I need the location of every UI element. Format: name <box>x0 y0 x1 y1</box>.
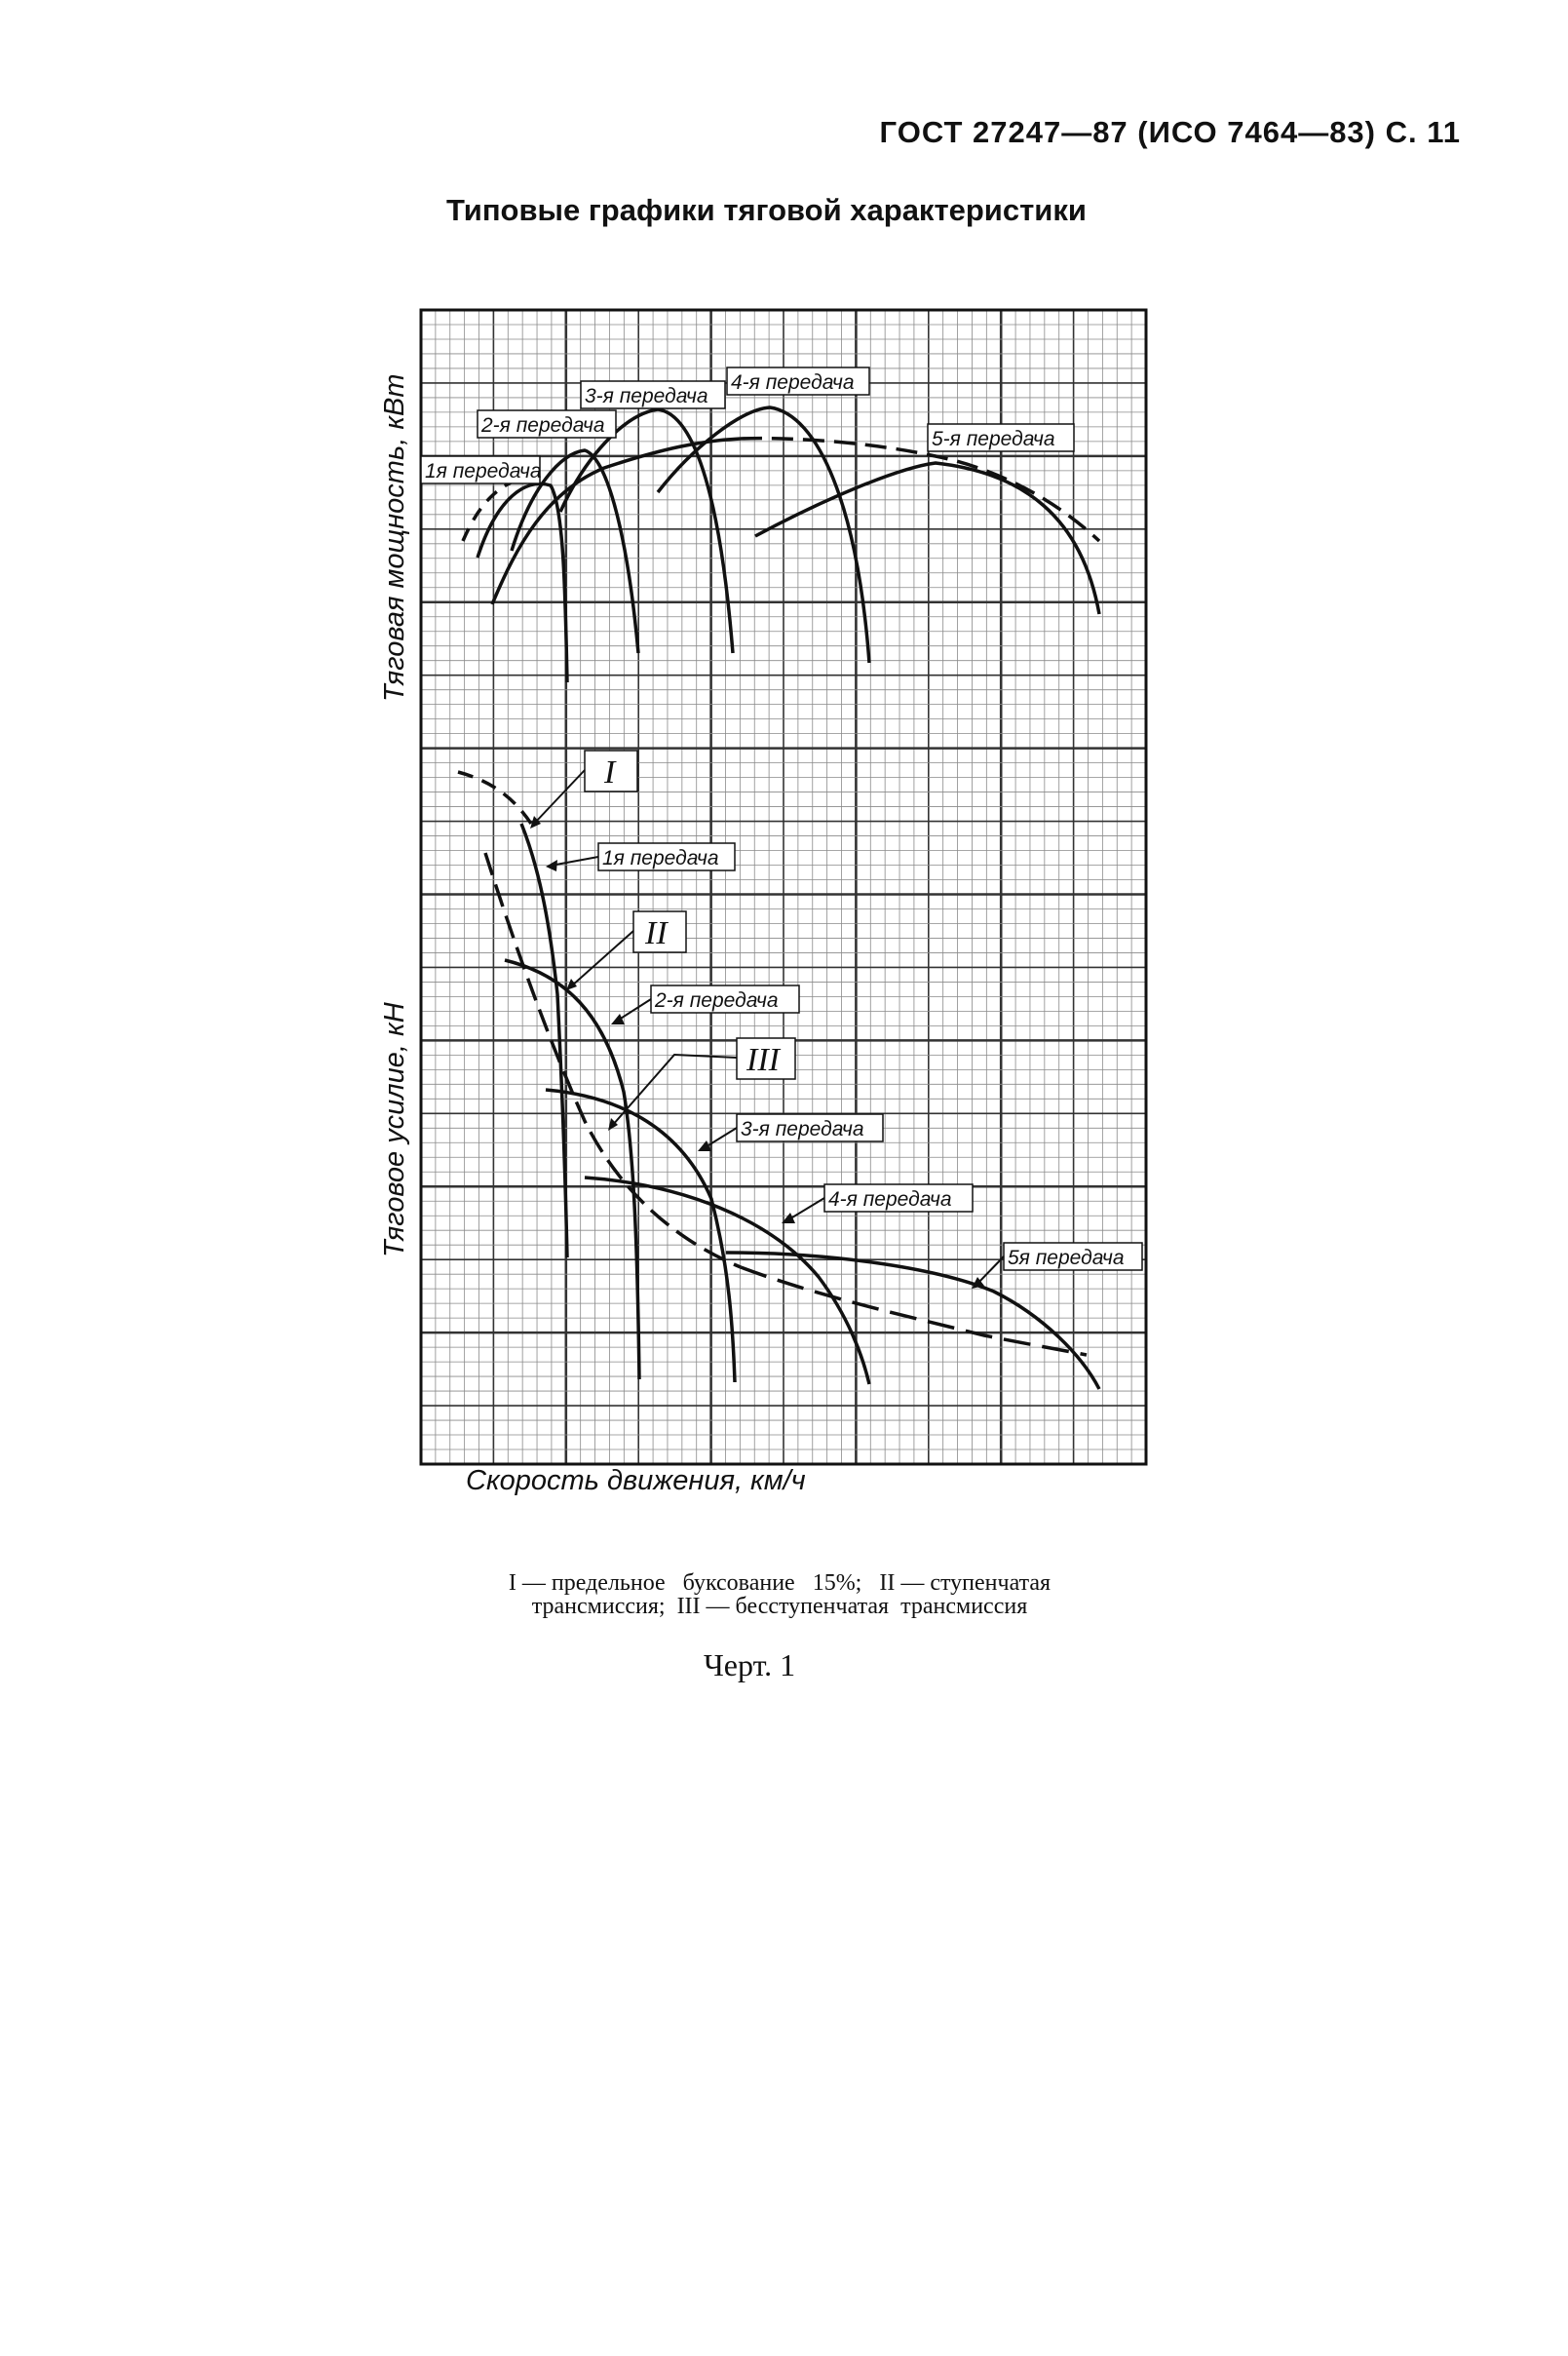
power-label-gear4: 4-я передача <box>731 371 855 394</box>
force-label-gear2: 2-я передача <box>654 989 779 1012</box>
figure-caption: I — предельное буксование 15%; II — ступ… <box>380 1571 1179 1618</box>
y-axis-label-power: Тяговая мощность, кВт <box>379 373 410 702</box>
force-arrow-gear3 <box>703 1127 738 1149</box>
curve-label-II: II <box>644 915 669 951</box>
power-curve-gear1 <box>476 482 569 683</box>
caption-line-2: трансмиссия; III — бесступенчатая трансм… <box>531 1594 1028 1619</box>
force-label-gear4: 4-я передача <box>828 1188 952 1211</box>
power-curve-gear4 <box>656 406 871 664</box>
roman-arrow-III <box>611 1053 738 1127</box>
force-curve-I-slip <box>457 770 533 825</box>
caption-line-1: I — предельное буксование 15%; II — ступ… <box>508 1570 1052 1596</box>
figure-number: Черт. 1 <box>704 1647 796 1682</box>
force-curve-gear2 <box>504 958 641 1380</box>
force-curve-III-stepless <box>740 1265 1088 1357</box>
force-curve-gear3 <box>545 1088 737 1383</box>
curve-label-I: I <box>603 754 617 791</box>
y-axis-label-force: Тяговое усилие, кН <box>379 1002 410 1257</box>
power-curves <box>461 406 1101 683</box>
force-curve-gear5 <box>725 1251 1101 1390</box>
power-label-gear3: 3-я передача <box>585 385 708 407</box>
power-curve-gear5 <box>754 461 1101 615</box>
chart-title: Типовые графики тяговой характеристики <box>446 193 1087 227</box>
power-curve-gear3 <box>558 407 735 654</box>
power-label-gear5: 5-я передача <box>932 428 1055 450</box>
force-label-gear1: 1я передача <box>602 847 719 869</box>
force-arrow-gear5 <box>975 1255 1005 1286</box>
chart-frame <box>419 308 1148 1466</box>
chart-grid <box>419 308 1148 1466</box>
force-arrow-gear2 <box>615 998 652 1023</box>
force-curve-gear1 <box>519 823 569 1258</box>
force-curve-II-stepped <box>483 852 742 1269</box>
power-curve-gear2 <box>510 448 640 654</box>
force-gear-labels: 1я передача 2-я передача 3-я передача 4-… <box>546 842 1143 1289</box>
force-label-gear3: 3-я передача <box>741 1118 864 1140</box>
power-curve-III-stepless <box>740 436 1101 543</box>
power-label-gear2: 2-я передача <box>480 414 605 437</box>
power-label-gear1: 1я передача <box>425 460 542 483</box>
curve-label-III: III <box>746 1042 782 1078</box>
power-curve-II-stepped <box>490 437 742 605</box>
force-curves <box>457 770 1101 1390</box>
force-label-gear5: 5я передача <box>1008 1247 1125 1269</box>
force-arrow-gear1 <box>550 856 599 867</box>
power-gear-labels: 1я передача 2-я передача 3-я передача 4-… <box>420 367 1075 484</box>
force-curve-gear4 <box>584 1176 871 1385</box>
curve-roman-labels: I II III <box>530 750 796 1131</box>
page-header: ГОСТ 27247—87 (ИСО 7464—83) С. 11 <box>879 115 1461 149</box>
x-axis-label: Скорость движения, км/ч <box>466 1465 806 1496</box>
roman-arrow-II <box>570 930 634 987</box>
force-arrow-gear4 <box>786 1197 825 1221</box>
power-curve-I-slip <box>461 474 532 542</box>
roman-arrow-I <box>533 769 586 825</box>
